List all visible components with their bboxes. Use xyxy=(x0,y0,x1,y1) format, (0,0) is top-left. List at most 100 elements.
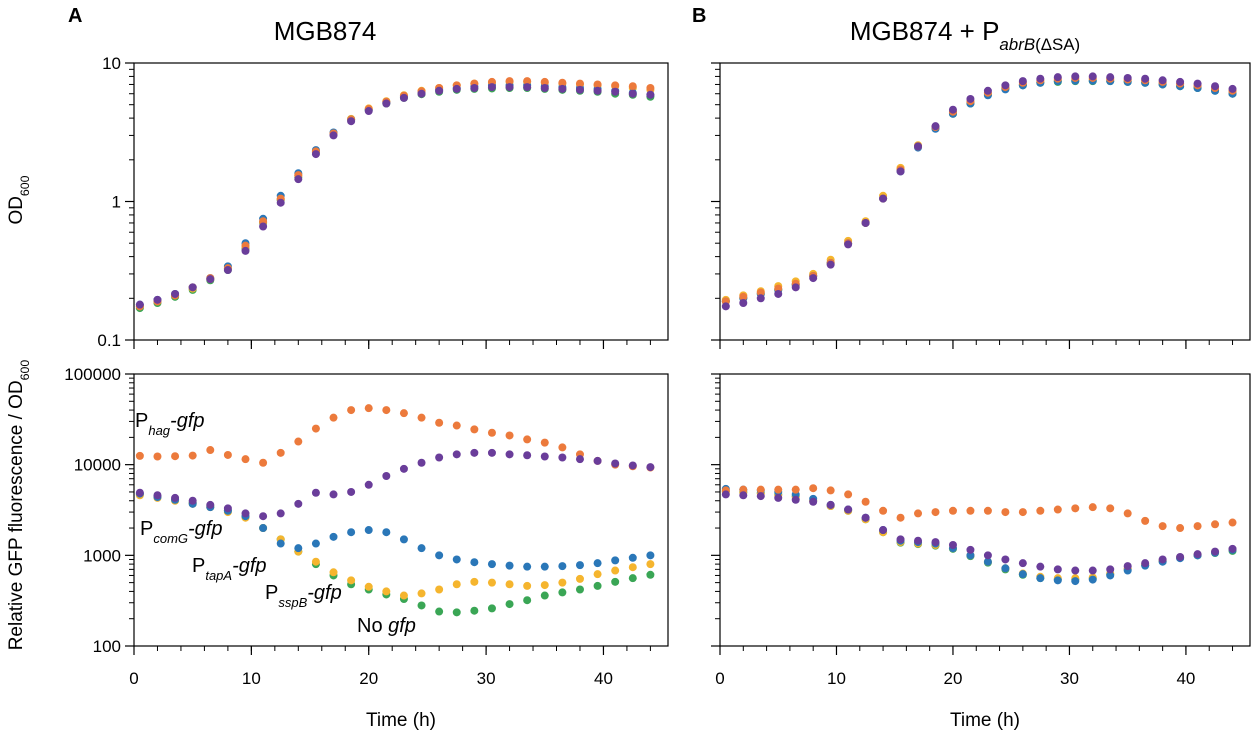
data-point xyxy=(1176,77,1185,86)
data-point xyxy=(1071,566,1080,575)
data-point xyxy=(364,526,373,535)
data-point xyxy=(1053,565,1062,574)
data-layer xyxy=(721,72,1237,311)
data-point xyxy=(1036,562,1045,571)
text-part: P xyxy=(265,582,278,604)
data-point xyxy=(1018,570,1027,579)
data-point xyxy=(188,496,197,505)
data-point xyxy=(435,585,444,594)
data-point xyxy=(809,484,818,493)
data-point xyxy=(791,495,800,504)
data-point xyxy=(628,89,637,98)
text-part: MGB874 + P xyxy=(850,16,1000,46)
data-point xyxy=(593,80,602,89)
data-point xyxy=(593,570,602,579)
x-tick-label: 20 xyxy=(944,669,963,688)
data-point xyxy=(382,406,391,415)
data-point xyxy=(575,561,584,570)
data-point xyxy=(983,86,992,95)
data-point xyxy=(721,490,730,499)
data-point xyxy=(1176,552,1185,561)
data-point xyxy=(575,455,584,464)
data-point xyxy=(487,578,496,587)
data-point xyxy=(1088,503,1097,512)
data-point xyxy=(756,294,765,303)
text-part: Relative GFP fluorescence / OD xyxy=(6,380,27,650)
data-point xyxy=(844,240,853,249)
text-part: sspB xyxy=(278,595,307,610)
data-point xyxy=(558,588,567,597)
data-point xyxy=(540,83,549,92)
data-point xyxy=(628,461,637,470)
data-point xyxy=(470,425,479,434)
data-point xyxy=(311,488,320,497)
series-label: PcomG-gfp xyxy=(140,518,222,546)
data-point xyxy=(470,83,479,92)
data-point xyxy=(844,490,853,499)
data-point xyxy=(1001,508,1010,517)
data-point xyxy=(470,558,479,567)
data-point xyxy=(1158,522,1167,531)
data-point xyxy=(259,458,268,467)
data-point xyxy=(347,117,356,126)
data-point xyxy=(896,167,905,176)
x-axis-label: Time (h) xyxy=(366,710,436,731)
data-point xyxy=(452,555,461,564)
panel-label: A xyxy=(68,5,82,27)
data-point xyxy=(347,487,356,496)
text-part: gfp xyxy=(388,615,416,637)
data-point xyxy=(1053,73,1062,82)
data-point xyxy=(417,413,426,422)
data-point xyxy=(1158,76,1167,85)
data-point xyxy=(1211,82,1220,91)
text-part: -gfp xyxy=(170,410,204,432)
data-point xyxy=(1176,524,1185,533)
data-point xyxy=(505,580,514,589)
plot-frame xyxy=(133,373,669,647)
data-point xyxy=(135,488,144,497)
x-tick-label: 30 xyxy=(1060,669,1079,688)
data-point xyxy=(259,524,268,533)
data-point xyxy=(311,557,320,566)
data-point xyxy=(223,504,232,513)
data-point xyxy=(206,275,215,284)
data-point xyxy=(487,560,496,569)
data-point xyxy=(1228,544,1237,553)
data-point xyxy=(399,591,408,600)
data-point xyxy=(966,551,975,560)
x-tick-label: 0 xyxy=(129,669,138,688)
data-point xyxy=(1053,576,1062,585)
data-point xyxy=(276,539,285,548)
data-point xyxy=(914,536,923,545)
data-point xyxy=(188,283,197,292)
data-point xyxy=(646,83,655,92)
data-point xyxy=(1071,577,1080,586)
y-tick-label: 100000 xyxy=(64,365,121,384)
data-point xyxy=(452,608,461,617)
data-point xyxy=(241,455,250,464)
data-point xyxy=(931,538,940,547)
data-point xyxy=(575,585,584,594)
data-point xyxy=(223,450,232,459)
data-point xyxy=(417,601,426,610)
panel-title: MGB874 + PabrB(ΔSA) xyxy=(850,16,1080,54)
data-point xyxy=(523,77,532,86)
x-tick-label: 0 xyxy=(715,669,724,688)
data-point xyxy=(756,288,765,297)
data-point xyxy=(558,562,567,571)
data-point xyxy=(646,463,655,472)
data-point xyxy=(611,566,620,575)
text-part: P xyxy=(192,555,205,577)
x-tick-label: 30 xyxy=(477,669,496,688)
data-point xyxy=(844,505,853,514)
data-point xyxy=(206,446,215,455)
data-point xyxy=(276,448,285,457)
data-point xyxy=(435,453,444,462)
data-point xyxy=(417,89,426,98)
data-point xyxy=(540,562,549,571)
data-point xyxy=(948,506,957,515)
data-point xyxy=(399,409,408,418)
y-tick-label: 0.1 xyxy=(97,331,121,350)
data-point xyxy=(721,302,730,311)
data-point xyxy=(1088,72,1097,81)
